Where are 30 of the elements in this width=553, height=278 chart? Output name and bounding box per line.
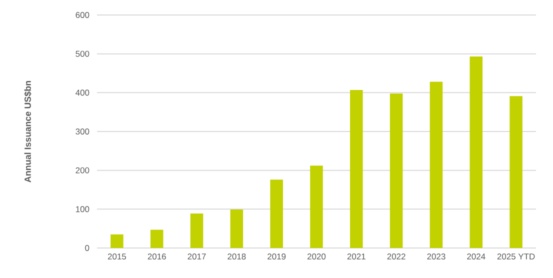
x-tick-label: 2019 <box>268 254 286 260</box>
y-tick-label: 500 <box>76 50 90 57</box>
y-tick-label: 100 <box>76 206 90 212</box>
x-tick-label: 2024 <box>467 254 486 260</box>
bar <box>430 82 443 248</box>
y-tick-label: 200 <box>76 167 90 174</box>
bar <box>390 93 403 248</box>
x-tick-label: 2018 <box>228 254 246 260</box>
y-tick-label: 600 <box>76 12 90 18</box>
x-tick-label: 2022 <box>387 254 406 260</box>
x-tick-label: 2023 <box>427 254 446 260</box>
bar <box>470 56 483 248</box>
x-tick-label: 2025 YTD <box>497 254 535 260</box>
x-tick-label: 2015 <box>108 254 126 260</box>
x-tick-label: 2021 <box>347 254 366 260</box>
bar <box>190 213 204 248</box>
y-tick-label: 300 <box>76 128 90 134</box>
x-tick-label: 2016 <box>148 254 166 260</box>
y-axis-title: Annual Issuance US$bn <box>24 80 32 182</box>
x-tick-label: 2020 <box>308 254 326 260</box>
y-tick-label: 400 <box>76 90 90 96</box>
bar <box>110 234 124 248</box>
bar <box>510 96 522 248</box>
bar <box>350 90 363 248</box>
x-tick-label: 2017 <box>188 254 206 260</box>
bar <box>230 210 244 248</box>
y-tick-label: 0 <box>85 245 90 251</box>
bar <box>150 230 164 248</box>
bar <box>310 166 323 248</box>
bar <box>270 180 283 248</box>
